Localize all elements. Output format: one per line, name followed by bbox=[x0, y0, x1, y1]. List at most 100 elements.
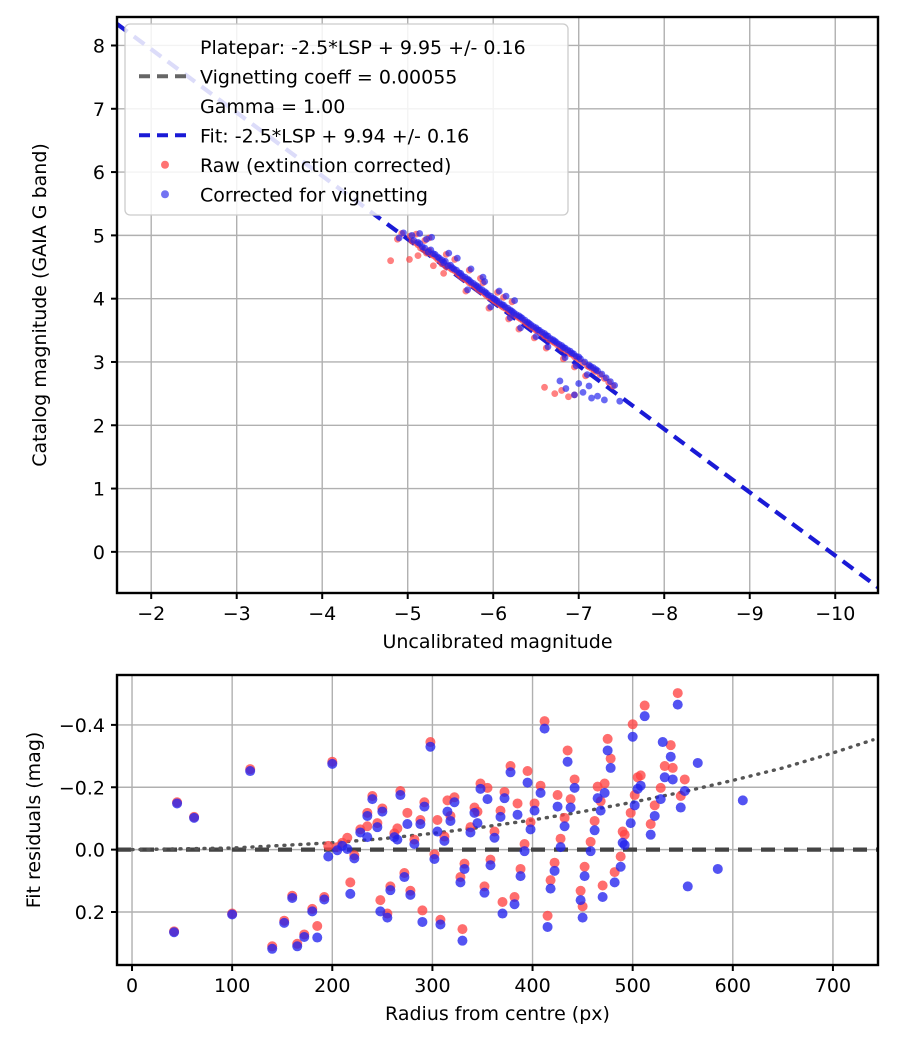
data-point bbox=[375, 906, 386, 917]
data-point bbox=[512, 798, 523, 809]
data-point bbox=[552, 801, 563, 812]
data-point bbox=[342, 844, 353, 854]
data-point bbox=[525, 824, 536, 835]
x-tick-label: 0 bbox=[126, 975, 138, 997]
data-point bbox=[553, 338, 560, 346]
data-point bbox=[362, 832, 373, 843]
x-axis-label: Uncalibrated magnitude bbox=[382, 631, 612, 653]
data-point bbox=[556, 377, 564, 385]
data-point bbox=[367, 794, 378, 805]
data-point bbox=[189, 812, 200, 823]
data-point bbox=[355, 827, 366, 838]
data-point bbox=[544, 343, 552, 351]
data-point bbox=[615, 861, 626, 872]
data-point bbox=[425, 741, 436, 752]
data-point bbox=[536, 326, 543, 334]
data-point bbox=[481, 278, 489, 285]
x-tick-label: −7 bbox=[565, 603, 593, 625]
data-point bbox=[482, 794, 493, 805]
axes-spines bbox=[115, 15, 880, 595]
data-point bbox=[592, 366, 600, 373]
data-point bbox=[465, 827, 476, 838]
data-point bbox=[625, 807, 636, 818]
data-point bbox=[417, 916, 428, 927]
data-point bbox=[535, 780, 546, 791]
data-point bbox=[549, 865, 560, 876]
data-point bbox=[595, 805, 606, 816]
data-point bbox=[415, 819, 426, 830]
data-point bbox=[485, 860, 496, 871]
data-point bbox=[587, 363, 595, 370]
data-point bbox=[649, 800, 660, 811]
data-point bbox=[493, 297, 501, 304]
x-tick-label: 100 bbox=[214, 975, 250, 997]
data-point bbox=[542, 921, 553, 932]
data-point bbox=[672, 699, 683, 710]
data-point bbox=[589, 815, 600, 826]
data-point bbox=[589, 825, 600, 836]
data-point bbox=[585, 846, 596, 857]
legend: Platepar: -2.5*LSP + 9.95 +/- 0.16 Vignet… bbox=[124, 23, 569, 216]
data-point bbox=[532, 333, 540, 341]
data-point bbox=[362, 810, 373, 821]
data-point bbox=[312, 921, 323, 932]
x-tick-label: 200 bbox=[314, 975, 350, 997]
data-point bbox=[499, 793, 510, 804]
data-point bbox=[457, 924, 468, 935]
data-point bbox=[657, 737, 668, 748]
y-axis-label: Fit residuals (mag) bbox=[23, 732, 45, 909]
data-point bbox=[535, 787, 546, 798]
data-layer bbox=[117, 688, 878, 954]
data-point bbox=[627, 719, 638, 730]
data-point bbox=[292, 941, 303, 952]
x-tick-label: −5 bbox=[394, 603, 422, 625]
data-point bbox=[450, 265, 458, 273]
data-point bbox=[616, 397, 624, 405]
data-point bbox=[522, 766, 533, 777]
y-tick-label: 3 bbox=[93, 352, 105, 374]
data-point bbox=[579, 871, 590, 882]
y-tick-label: 0.2 bbox=[75, 902, 105, 924]
data-point bbox=[529, 805, 540, 816]
data-point bbox=[419, 801, 430, 812]
data-point bbox=[342, 832, 353, 843]
data-point bbox=[617, 826, 628, 837]
data-point bbox=[645, 829, 656, 840]
data-point bbox=[457, 935, 468, 946]
y-tick-label: 1 bbox=[93, 479, 105, 501]
legend-label: Platepar: -2.5*LSP + 9.95 +/- 0.16 bbox=[200, 37, 526, 59]
data-point bbox=[345, 888, 356, 899]
data-point bbox=[597, 880, 608, 891]
legend-label: Corrected for vignetting bbox=[200, 184, 428, 206]
y-tick-label: 0.0 bbox=[75, 840, 105, 862]
data-point bbox=[245, 766, 256, 777]
data-point bbox=[502, 292, 510, 300]
data-point bbox=[475, 783, 486, 794]
data-point bbox=[402, 819, 413, 830]
data-point bbox=[559, 821, 570, 832]
data-point bbox=[509, 899, 520, 910]
data-point bbox=[417, 905, 428, 916]
data-point bbox=[605, 753, 616, 764]
data-point bbox=[665, 751, 676, 762]
data-point bbox=[307, 906, 318, 917]
data-point bbox=[512, 809, 523, 820]
x-tick-label: −8 bbox=[650, 603, 678, 625]
data-point bbox=[414, 252, 422, 260]
data-point bbox=[629, 800, 640, 811]
data-point bbox=[323, 851, 334, 862]
data-point bbox=[497, 897, 508, 908]
x-tick-label: 700 bbox=[815, 975, 851, 997]
data-point bbox=[440, 269, 448, 277]
data-point bbox=[599, 787, 610, 798]
data-point bbox=[449, 797, 460, 808]
data-point bbox=[405, 889, 416, 900]
data-point bbox=[541, 383, 548, 391]
x-axis-label: Radius from centre (px) bbox=[385, 1003, 610, 1025]
data-point bbox=[372, 822, 383, 833]
data-point bbox=[429, 262, 437, 270]
data-point bbox=[409, 839, 420, 850]
